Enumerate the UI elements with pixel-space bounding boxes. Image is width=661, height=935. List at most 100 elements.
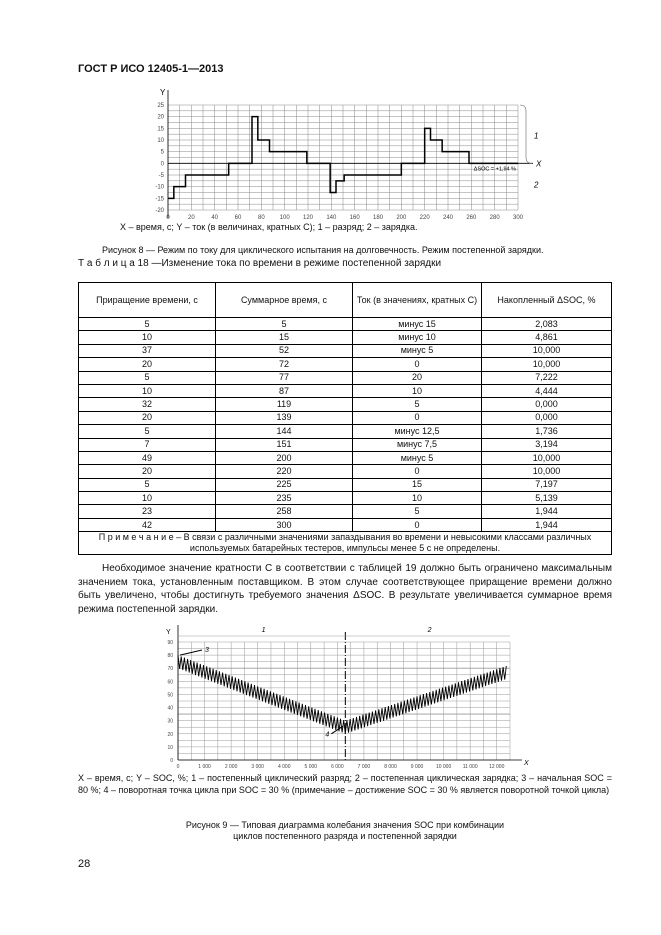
table-cell: 220 <box>215 464 353 479</box>
table-cell: 10 <box>78 383 216 399</box>
label-3: 3 <box>205 647 209 654</box>
table-cell: 20 <box>78 464 216 479</box>
table-row: 20 220 0 10,000 <box>78 464 612 479</box>
table-cell: 0,000 <box>481 410 612 426</box>
table-row: 37 52 минус 5 10,000 <box>78 343 612 359</box>
table-cell: 1,944 <box>481 517 612 533</box>
x-tick-label: 1 000 <box>198 764 211 770</box>
table-cell: 5 <box>352 504 482 519</box>
table-cell: минус 12,5 <box>352 424 482 439</box>
table-cell: 0,000 <box>481 397 612 412</box>
table-cell: 49 <box>78 450 216 466</box>
x-tick-label: 240 <box>443 215 454 220</box>
x-tick-label: 10 000 <box>436 764 452 770</box>
table-cell: 4,861 <box>481 330 612 345</box>
table-cell: 5 <box>78 424 216 439</box>
delta-soc-annotation: ΔSOC = +1,94 % <box>474 166 516 172</box>
label-1: 1 <box>262 627 266 634</box>
x-tick-label: 3 000 <box>251 764 264 770</box>
table-cell: 225 <box>215 477 353 493</box>
y-axis-label: Y <box>160 88 166 97</box>
figure8-chart: 0 20 40 60 80 100 120 140 160 180 200 220 240 260 280 3… <box>155 88 542 220</box>
table-cell: 0 <box>352 517 482 533</box>
y-tick-label: -20 <box>155 208 164 214</box>
table-cell: минус 5 <box>352 343 482 359</box>
table-cell: 200 <box>215 450 353 466</box>
x-tick-label: 11 000 <box>463 764 478 770</box>
x-tick-label: 12 000 <box>489 764 505 770</box>
table-cell: 4,444 <box>481 383 612 399</box>
table-cell: 5 <box>78 316 216 332</box>
table-cell: 37 <box>78 343 216 359</box>
x-tick-label: 20 <box>188 215 195 220</box>
table-row: 10 15 минус 10 4,861 <box>78 330 612 345</box>
figure9-chart: 0 1 000 2 000 3 000 4 000 5 000 6 000 7 000 8 00… <box>166 625 529 770</box>
table-cell: 15 <box>352 477 482 493</box>
x-tick-label: 40 <box>211 215 218 220</box>
table-cell: 10,000 <box>481 450 612 466</box>
brace-label-2: 2 <box>533 180 539 189</box>
page-number: 28 <box>78 858 91 870</box>
table-cell: 10,000 <box>481 343 612 359</box>
x-tick-label: 8 000 <box>384 764 397 770</box>
y-tick-label: 5 <box>161 150 165 156</box>
x-tick-label: 2 000 <box>225 764 238 770</box>
label-3-arrow <box>179 649 203 656</box>
table-row: 5 225 15 7,197 <box>78 477 612 493</box>
table-cell: 5 <box>78 477 216 493</box>
table-row: 10 87 10 4,444 <box>78 383 612 399</box>
table-cell: 3,194 <box>481 437 612 452</box>
soc-line <box>177 655 507 734</box>
table-cell: 20 <box>352 370 482 385</box>
table-row: 10 235 10 5,139 <box>78 491 612 506</box>
y-tick-label: 0 <box>161 161 165 167</box>
x-axis-label: X <box>535 159 542 168</box>
x-tick-label: 0 <box>177 764 180 770</box>
y-tick-label: -10 <box>155 185 164 191</box>
table-row: 20 72 0 10,000 <box>78 357 612 372</box>
table-18: Приращение времени, с Суммарное время, с… <box>78 282 612 556</box>
x-tick-label: 220 <box>420 215 431 220</box>
x-tick-label: 140 <box>326 215 337 220</box>
table-cell: 1,736 <box>481 424 612 439</box>
brace <box>519 104 533 164</box>
table-cell: 119 <box>215 397 353 412</box>
table-cell: 10 <box>78 491 216 506</box>
x-tick-label: 180 <box>373 215 384 220</box>
brace-label-1: 1 <box>534 131 538 140</box>
y-axis-label: Y <box>166 629 171 636</box>
x-tick-label: 200 <box>396 215 407 220</box>
table-cell: 10 <box>78 330 216 345</box>
table-cell: 77 <box>215 370 353 385</box>
y-tick-label: 25 <box>157 103 164 109</box>
table-cell: 139 <box>215 410 353 426</box>
table-cell: минус 15 <box>352 316 482 332</box>
table-cell: 5 <box>78 370 216 385</box>
table-row: 42 300 0 1,944 <box>78 517 612 533</box>
table-cell: минус 5 <box>352 450 482 466</box>
table-row: 23 258 5 1,944 <box>78 504 612 519</box>
table-title: Т а б л и ц а 18 —Изменение тока по врем… <box>78 258 442 269</box>
label-4: 4 <box>325 731 329 738</box>
figure8-legend: X – время, с; Y – ток (в величинах, крат… <box>120 222 418 232</box>
x-tick-label: 7 000 <box>358 764 371 770</box>
col-header: Ток (в значениях, кратных С) <box>352 282 482 318</box>
table-cell: 10,000 <box>481 357 612 372</box>
figure8-caption: Рисунок 8 — Режим по току для циклическо… <box>102 245 544 255</box>
table-row: 32 119 5 0,000 <box>78 397 612 412</box>
table-cell: 7,222 <box>481 370 612 385</box>
x-tick-label: 300 <box>513 215 524 220</box>
y-tick-label: 20 <box>157 115 164 121</box>
x-tick-label: 260 <box>466 215 477 220</box>
table-row: 7 151 минус 7,5 3,194 <box>78 437 612 452</box>
y-tick-label: 15 <box>157 126 164 132</box>
table-cell: 1,944 <box>481 504 612 519</box>
y-tick-label: 40 <box>167 706 173 712</box>
x-tick-label: 80 <box>258 215 265 220</box>
table-cell: 32 <box>78 397 216 412</box>
figure9-caption-line2: циклов постепенного разряда и постепенно… <box>233 831 457 841</box>
table-cell: 52 <box>215 343 353 359</box>
table-cell: 0 <box>352 410 482 426</box>
table-cell: 72 <box>215 357 353 372</box>
